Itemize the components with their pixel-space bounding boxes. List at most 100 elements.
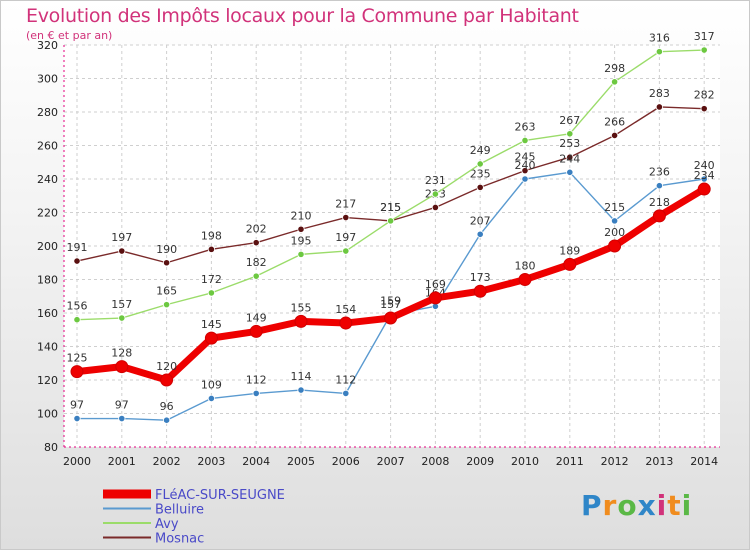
data-label: 155 (291, 301, 312, 314)
data-point (163, 259, 171, 267)
data-point (521, 175, 529, 183)
data-label: 244 (559, 152, 580, 165)
data-label: 263 (515, 120, 536, 133)
data-label: 128 (111, 347, 132, 360)
data-point (342, 213, 350, 222)
y-tick-label: 220 (37, 207, 58, 220)
data-label: 173 (470, 271, 491, 284)
data-label: 240 (694, 159, 715, 172)
data-point (700, 175, 708, 183)
x-tick-label: 2008 (421, 455, 449, 468)
data-point (566, 130, 574, 138)
data-point (566, 153, 574, 161)
data-point (73, 316, 81, 324)
data-label: 112 (335, 373, 356, 386)
data-point (294, 314, 308, 328)
data-point (342, 247, 350, 255)
data-label: 218 (649, 196, 670, 209)
data-point (118, 414, 126, 423)
data-point (297, 250, 305, 258)
data-label: 240 (515, 159, 536, 172)
x-tick-label: 2011 (556, 455, 584, 468)
data-label: 125 (67, 352, 88, 365)
data-point (204, 331, 218, 345)
logo-letter: i (681, 489, 693, 522)
proxiti-logo: Proxiti (581, 489, 692, 522)
x-tick-label: 2002 (153, 455, 181, 468)
data-point (249, 324, 263, 338)
x-tick-label: 2009 (466, 455, 494, 468)
data-point (252, 272, 260, 280)
data-point (655, 182, 664, 190)
data-label: 231 (425, 174, 446, 187)
data-label: 172 (201, 273, 222, 286)
data-point (476, 230, 484, 238)
data-point (700, 105, 708, 113)
data-point (521, 136, 529, 145)
data-label: 97 (70, 399, 84, 412)
data-label: 96 (160, 400, 174, 413)
data-label: 149 (246, 311, 267, 324)
data-point (563, 257, 577, 271)
data-label: 215 (380, 201, 401, 214)
data-label: 207 (470, 214, 491, 227)
data-label: 159 (380, 295, 401, 308)
series-fl-ac-sur-seugne: 125 128 120 145 149 155 154 157 169 173 180 189 200 2… (67, 169, 715, 387)
data-point (700, 46, 708, 54)
data-label: 266 (604, 115, 625, 128)
data-point (73, 257, 81, 265)
y-tick-label: 280 (37, 106, 58, 119)
chart-subtitle: (en € et par an) (26, 29, 113, 42)
y-tick-label: 160 (37, 307, 58, 320)
logo-letter: x (637, 489, 657, 522)
logo-letter: r (602, 489, 618, 522)
data-label: 145 (201, 318, 222, 331)
x-tick-label: 2012 (601, 455, 629, 468)
x-tick-label: 2000 (63, 455, 91, 468)
data-point (431, 203, 439, 212)
y-tick-label: 180 (37, 274, 58, 287)
data-label: 189 (559, 244, 580, 257)
y-tick-label: 120 (37, 374, 58, 387)
data-point (339, 316, 353, 330)
data-label: 114 (291, 370, 312, 383)
data-label: 200 (604, 226, 625, 239)
data-label: 215 (604, 201, 625, 214)
y-tick-label: 140 (37, 341, 58, 354)
data-point (566, 168, 574, 176)
legend-label: Mosnac (155, 532, 204, 547)
legend-label: Avy (155, 517, 179, 532)
x-tick-label: 2013 (645, 455, 673, 468)
data-point (518, 273, 532, 286)
legend-label: Belluire (155, 503, 204, 518)
data-label: 245 (515, 151, 536, 164)
data-label: 234 (694, 169, 715, 182)
y-tick-label: 240 (37, 173, 58, 186)
data-point (70, 365, 84, 379)
y-tick-label: 260 (37, 140, 58, 153)
x-tick-label: 2004 (242, 455, 270, 468)
data-label: 109 (201, 378, 222, 391)
data-point (160, 373, 174, 387)
data-point (252, 239, 260, 247)
series-avy: 156 157 165 172 182 195 197 215 231 249 263 267 298 3… (67, 30, 715, 324)
data-point (252, 389, 260, 397)
data-label: 157 (380, 298, 401, 311)
data-point (73, 414, 81, 423)
data-label: 283 (649, 87, 670, 100)
data-point (431, 190, 439, 198)
data-label: 282 (694, 89, 715, 102)
data-label: 165 (156, 285, 177, 298)
y-tick-label: 200 (37, 240, 58, 253)
data-point (342, 389, 350, 397)
data-label: 317 (694, 30, 715, 43)
x-tick-label: 2014 (690, 455, 718, 468)
data-point (115, 360, 129, 374)
data-label: 191 (67, 241, 88, 254)
data-point (610, 217, 619, 225)
x-tick-label: 2003 (197, 455, 225, 468)
data-label: 202 (246, 223, 267, 236)
data-label: 190 (156, 243, 177, 256)
